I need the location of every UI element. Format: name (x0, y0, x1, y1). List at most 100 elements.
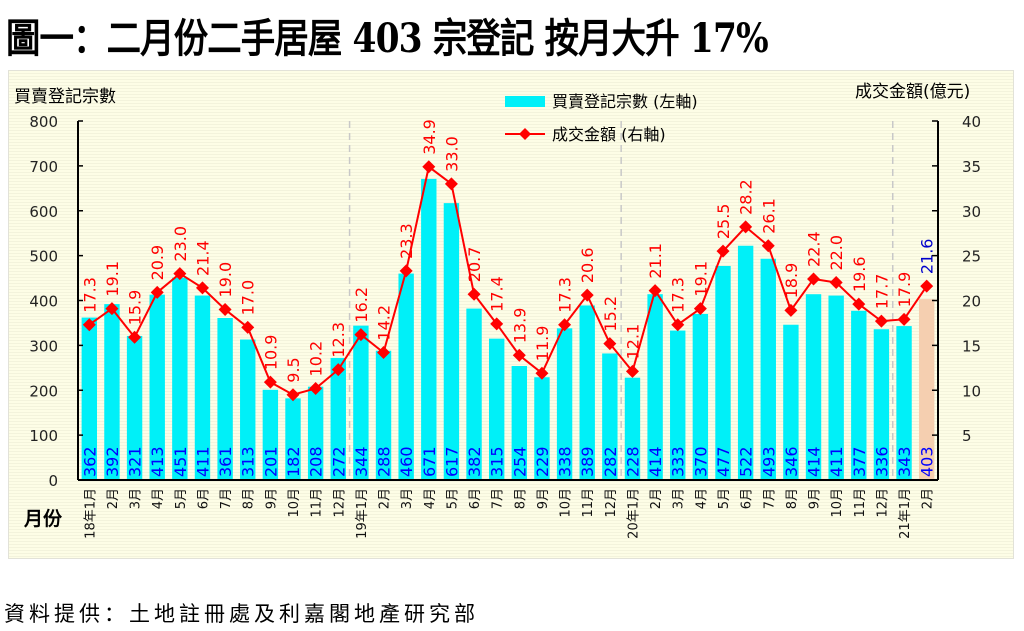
x-tick-label: 4月 (151, 488, 166, 509)
bar-value-label: 361 (216, 446, 235, 477)
y-right-tick-label: 5 (962, 427, 972, 445)
legend-diamond-icon (519, 128, 531, 140)
line-path (88, 165, 928, 396)
line-marker (920, 279, 934, 293)
legend-bar-label: 買賣登記宗數 (左軸) (552, 92, 698, 111)
legend: 買賣登記宗數 (左軸) 成交金額 (右軸) (505, 92, 698, 144)
bar (285, 398, 301, 480)
bar-value-label: 411 (193, 446, 212, 477)
line-value-label: 10.2 (307, 341, 326, 377)
bar (783, 324, 799, 480)
y-axis-left-title: 買賣登記宗數 (14, 87, 116, 107)
x-tick-label: 18年1月 (83, 488, 98, 539)
x-tick-label: 8月 (785, 488, 800, 509)
bar-value-label: 338 (556, 446, 575, 477)
line-marker (852, 297, 866, 311)
x-tick-label: 4月 (423, 488, 438, 509)
x-tick-label: 5月 (174, 488, 189, 509)
bar-value-label: 344 (352, 446, 371, 477)
line-marker (195, 281, 209, 295)
bar-value-label: 413 (148, 446, 167, 477)
bar-value-label: 346 (782, 446, 801, 477)
bar (398, 273, 414, 480)
source-note: 資料提供：土地註冊處及利嘉閣地產研究部 (4, 602, 479, 626)
line-marker (467, 287, 481, 301)
bar-value-label: 321 (126, 446, 145, 477)
line-value-label: 17.0 (239, 280, 258, 316)
line-value-label: 22.4 (805, 231, 824, 267)
x-tick-label: 5月 (445, 488, 460, 509)
bar (602, 353, 618, 480)
x-tick-label: 10月 (559, 488, 574, 518)
x-tick-label: 3月 (400, 488, 415, 509)
line-marker (263, 375, 277, 389)
x-tick-label: 12月 (604, 488, 619, 518)
x-tick-label: 2月 (378, 488, 393, 509)
y-right-tick-label: 20 (962, 293, 981, 311)
bar-value-label: 182 (284, 446, 303, 477)
line-value-label: 17.3 (556, 277, 575, 313)
line-marker (874, 314, 888, 328)
line-value-label: 20.6 (578, 247, 597, 283)
line-value-label: 15.9 (126, 290, 145, 326)
y-right-tick-label: 15 (962, 337, 981, 355)
x-tick-label: 3月 (672, 488, 687, 509)
line-marker (693, 302, 707, 316)
bar (534, 377, 550, 480)
x-tick-label: 12月 (875, 488, 890, 518)
line-value-label: 20.9 (148, 245, 167, 281)
bars-series (81, 178, 935, 481)
line-marker (331, 363, 345, 377)
line-value-label: 15.2 (601, 296, 620, 332)
line-value-label: 10.9 (261, 335, 280, 371)
x-tick-label: 6月 (468, 488, 483, 509)
line-value-label: 19.1 (691, 261, 710, 297)
bar (556, 328, 573, 480)
line-value-label: 12.1 (623, 324, 642, 360)
x-tick-label: 10月 (830, 488, 845, 518)
y-right-tick-label: 25 (962, 248, 981, 266)
bar-value-label: 254 (510, 446, 529, 477)
x-tick-label: 7月 (491, 488, 506, 509)
bar-value-label: 228 (623, 446, 642, 477)
bar-value-label: 272 (329, 446, 348, 477)
bar-value-label: 315 (488, 446, 507, 477)
bar-value-label: 333 (669, 446, 688, 477)
x-tick-label: 9月 (536, 488, 551, 509)
bar-value-label: 493 (759, 446, 778, 477)
line-marker (535, 366, 549, 380)
bar (172, 277, 188, 480)
y-right-tick-label: 30 (962, 203, 981, 221)
bar (851, 310, 867, 480)
bar-value-label: 382 (465, 446, 484, 477)
bar (692, 313, 709, 480)
y-left-tick-label: 500 (29, 248, 58, 266)
bar-value-label: 201 (261, 446, 280, 477)
line-value-label: 19.6 (850, 256, 869, 292)
bar (488, 338, 505, 480)
bar (353, 325, 369, 480)
bar (307, 386, 324, 480)
y-left-tick-label: 0 (48, 472, 58, 490)
line-marker (105, 302, 119, 316)
bar-value-label: 411 (827, 446, 846, 477)
bar-value-label: 313 (239, 446, 258, 477)
bar-value-label: 414 (805, 446, 824, 477)
axes: 0 100 200 300 400 500 600 700 800 5 10 15 20 25 30 35 40 (29, 113, 981, 490)
line-value-label: 21.4 (193, 240, 212, 276)
line-series (82, 160, 934, 402)
y-left-tick-label: 200 (29, 382, 58, 400)
y-right-tick-label: 35 (962, 158, 981, 176)
x-tick-label: 12月 (332, 488, 347, 518)
line-value-label: 21.1 (646, 243, 665, 279)
bar (330, 357, 346, 480)
bar-labels: 362 392 321 413 451 411 361 313 201 182 208 272 344 2… (80, 446, 936, 477)
x-tick-label: 9月 (808, 488, 823, 509)
bar (217, 318, 233, 480)
line-value-label: 34.9 (420, 119, 439, 155)
bar-value-label: 392 (103, 446, 122, 477)
y-left-tick-label: 700 (29, 158, 58, 176)
bar-value-label: 617 (442, 446, 461, 477)
bar (918, 299, 935, 480)
